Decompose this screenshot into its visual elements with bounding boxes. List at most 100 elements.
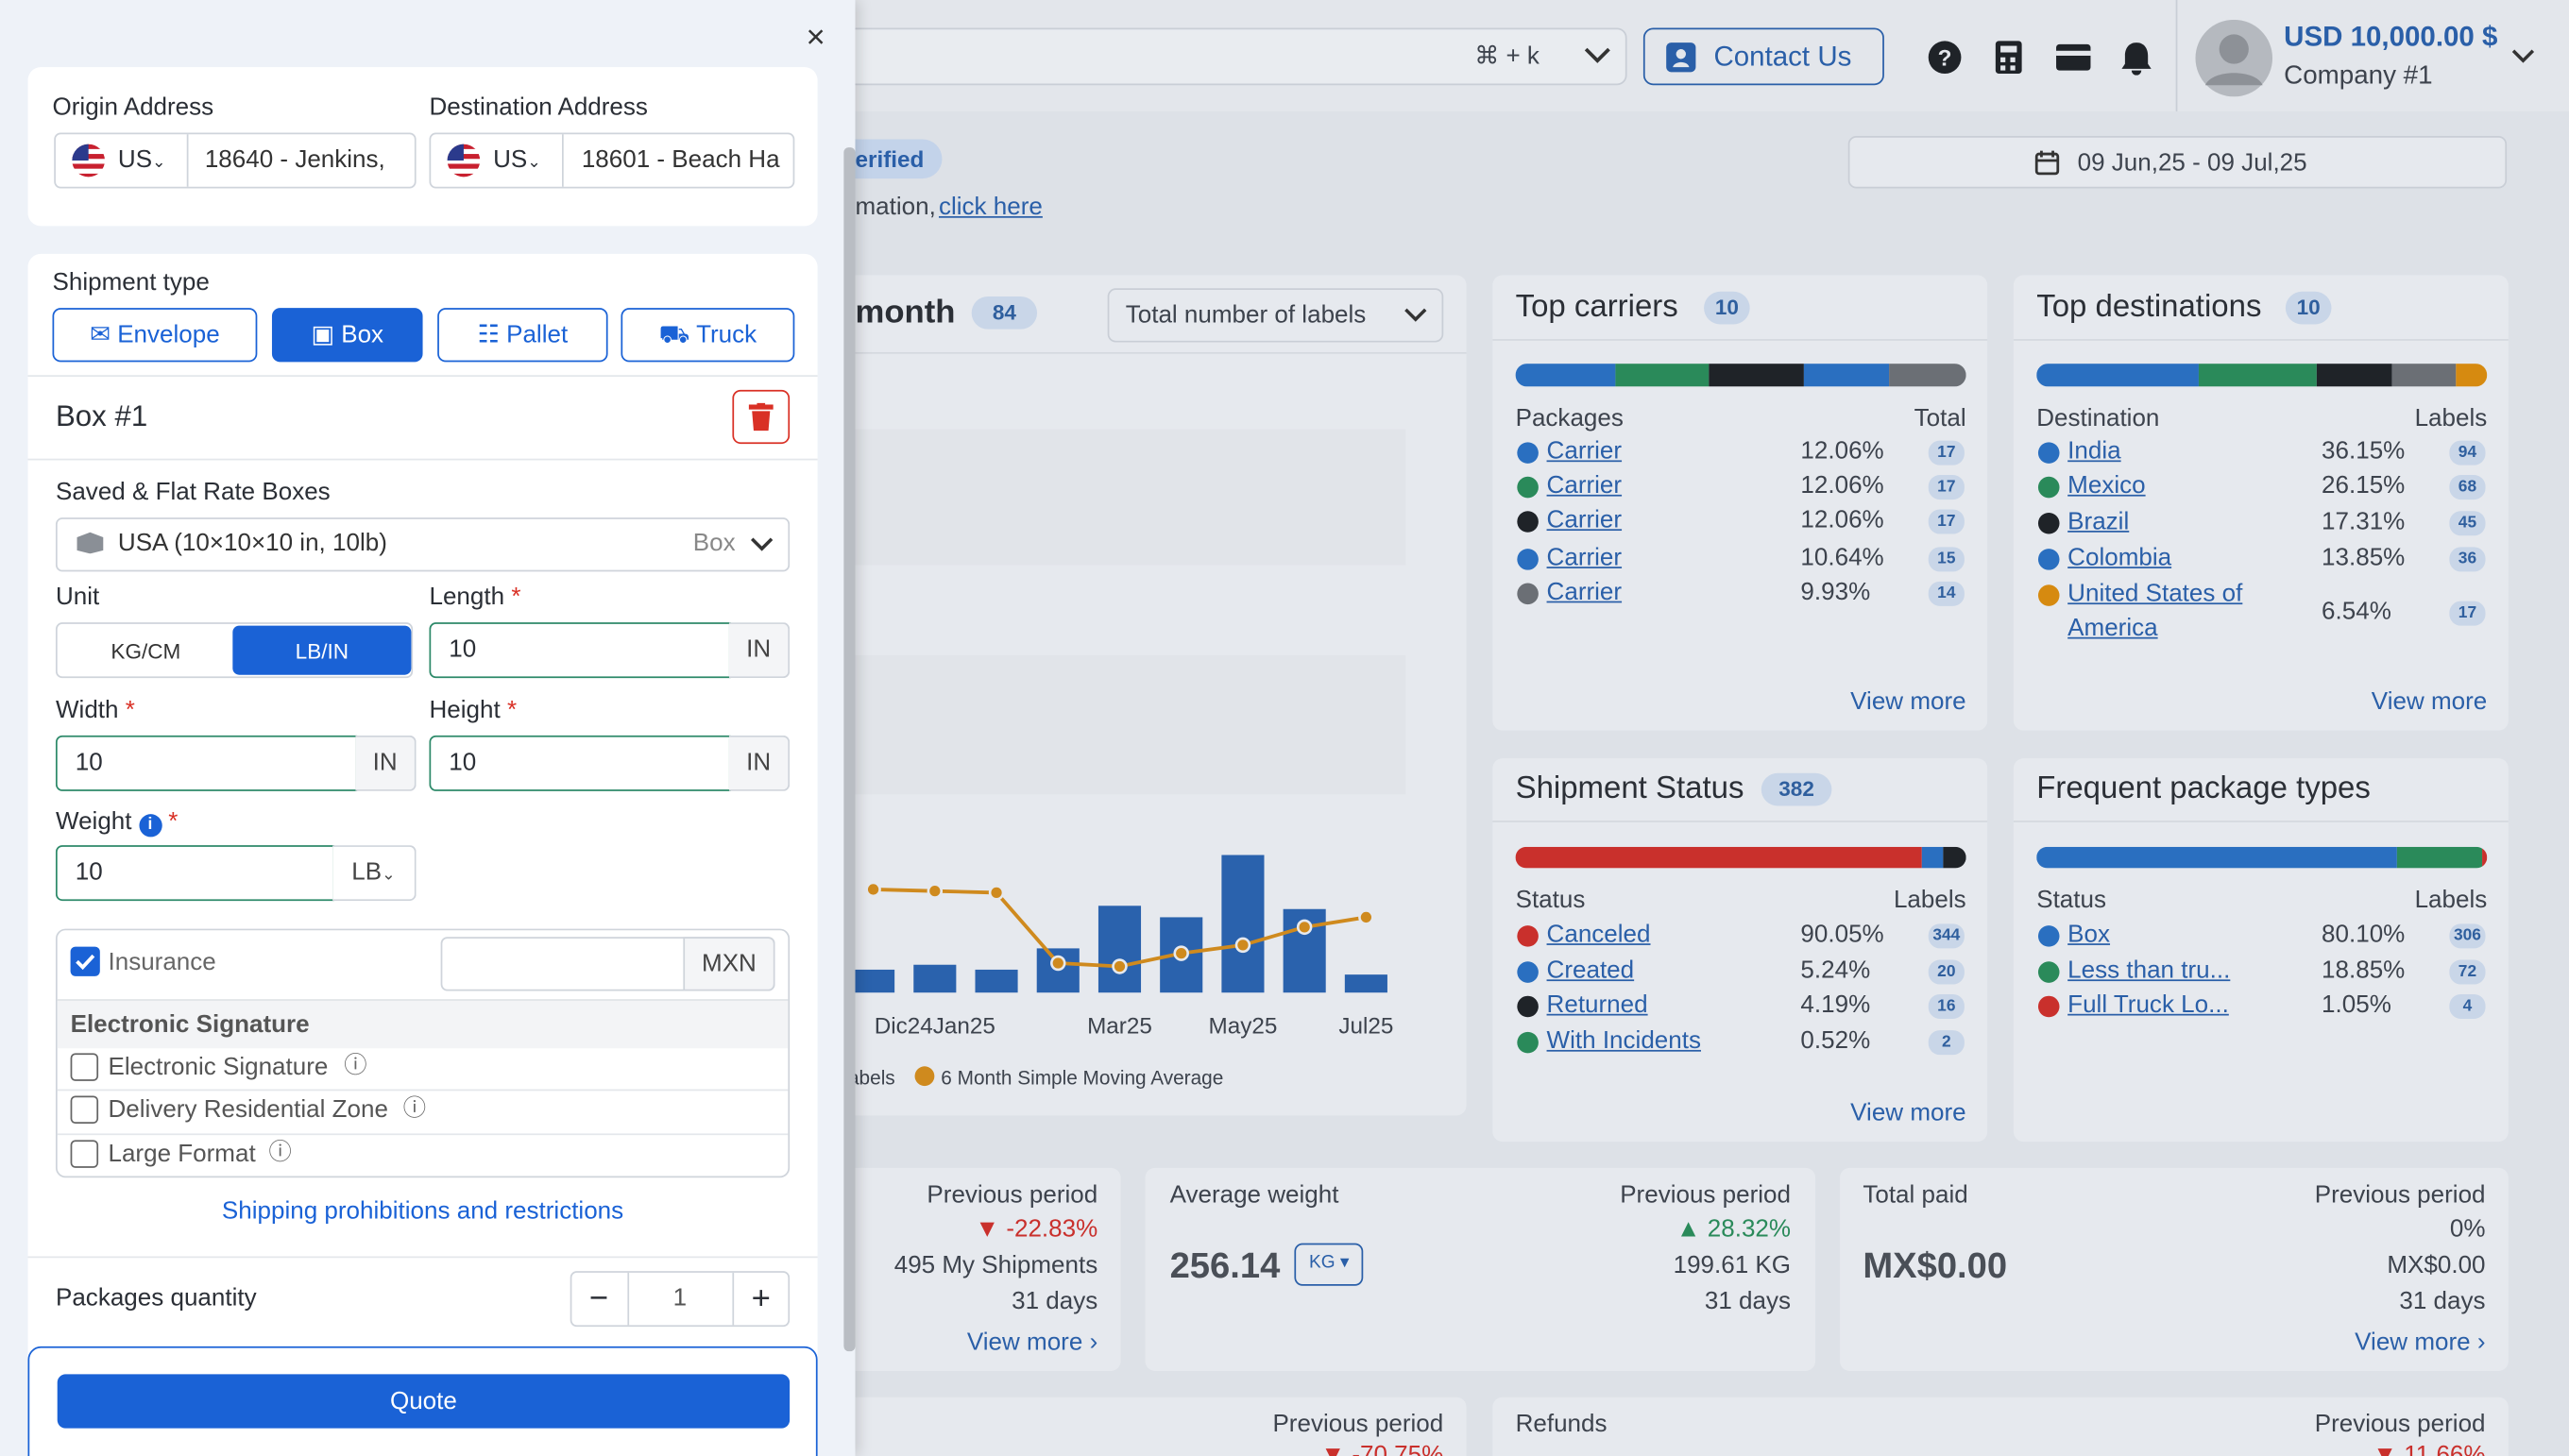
width-input[interactable] [55, 735, 358, 791]
length-input[interactable] [429, 622, 731, 679]
type-label[interactable]: Envelope [117, 321, 220, 349]
row-link[interactable]: Carrier [1546, 437, 1623, 466]
weight-value: 10 [75, 857, 103, 887]
view-more-label[interactable]: View more [966, 1328, 1083, 1357]
row-percent: 18.85% [2322, 957, 2406, 985]
decrement[interactable]: − [588, 1280, 609, 1317]
divider [627, 1272, 630, 1326]
saved-select[interactable] [55, 517, 791, 572]
metric-select[interactable] [1107, 288, 1444, 343]
view-more[interactable]: View more › [2355, 1328, 2486, 1357]
line-point [927, 883, 944, 899]
destination-input[interactable] [429, 132, 795, 189]
view-more[interactable]: View more [1850, 1098, 1966, 1127]
type-label[interactable]: Pallet [506, 321, 569, 349]
close-button[interactable]: × [806, 19, 825, 56]
view-more[interactable]: View more [2371, 687, 2488, 717]
row-link[interactable]: Returned [1546, 990, 1648, 1019]
legend-swatch [914, 1066, 935, 1087]
required-mark: * [511, 583, 521, 612]
quote-button[interactable] [57, 1374, 791, 1429]
view-more-label[interactable]: View more [2355, 1328, 2471, 1357]
row-percent: 9.93% [1800, 578, 1871, 606]
origin-input[interactable] [54, 132, 417, 189]
checkbox[interactable] [70, 1095, 99, 1125]
height-input[interactable] [429, 735, 731, 791]
delete-button[interactable] [732, 389, 791, 445]
destination-value: 18601 - Beach Ha [581, 147, 780, 173]
unit-option-active[interactable] [232, 625, 412, 675]
top-carriers-card [1492, 275, 1988, 731]
row-count: 4 [2449, 993, 2486, 1019]
increment[interactable]: + [751, 1280, 771, 1317]
type-pallet[interactable]: ☷ Pallet [437, 308, 608, 363]
change-value: 28.32% [1707, 1215, 1792, 1244]
change: ▲ 28.32% [1676, 1215, 1792, 1244]
row-link[interactable]: Box [2067, 920, 2111, 949]
type-box[interactable]: ▣ Box [271, 308, 423, 363]
option-label: Large Format [108, 1140, 256, 1168]
weight-input[interactable] [55, 845, 334, 902]
checkbox[interactable] [70, 1140, 99, 1168]
notice-link[interactable]: click here [938, 193, 1043, 222]
chevron [750, 537, 774, 551]
line-point [1173, 945, 1189, 961]
avatar[interactable] [2195, 19, 2273, 97]
card-count: 382 [1761, 772, 1832, 806]
country[interactable]: US⌄ [117, 145, 166, 174]
box-icon [77, 532, 104, 554]
unit-option[interactable]: LB/IN [295, 638, 349, 664]
row-link[interactable]: Full Truck Lo... [2067, 990, 2229, 1019]
unit-select[interactable]: KG ▾ [1294, 1243, 1364, 1286]
row-link[interactable]: With Incidents [1546, 1026, 1701, 1056]
country[interactable]: US⌄ [493, 145, 541, 174]
search-field[interactable] [839, 27, 1627, 86]
type-envelope[interactable]: ✉ Envelope [52, 308, 258, 363]
row-link[interactable]: Less than tru... [2067, 957, 2231, 985]
legend-dot [2037, 476, 2060, 499]
weight-unit[interactable]: LB⌄ [332, 845, 417, 902]
contact-button[interactable] [1642, 27, 1884, 86]
contact-label[interactable]: Contact Us [1713, 41, 1852, 73]
column-header: Status [1515, 886, 1586, 914]
stat-card [1840, 1167, 2509, 1371]
row-link[interactable]: India [2067, 437, 2121, 466]
row-link[interactable]: Brazil [2067, 507, 2130, 536]
change-value: -22.83% [1006, 1215, 1098, 1244]
row-link[interactable]: Carrier [1546, 578, 1623, 606]
legend-dot [2037, 549, 2060, 570]
legend-dot [2037, 584, 2060, 606]
quote-label[interactable]: Quote [389, 1387, 457, 1415]
unit-text: IN [372, 748, 398, 777]
row-link[interactable]: Carrier [1546, 471, 1623, 500]
legend-dot [1517, 511, 1539, 533]
view-more[interactable]: View more [1850, 687, 1966, 717]
checkbox-checked[interactable] [70, 946, 100, 976]
unit-option[interactable]: KG/CM [111, 638, 181, 664]
field-label: Destination Address [429, 93, 648, 122]
row-link[interactable]: Colombia [2067, 543, 2172, 572]
prohibitions-link[interactable]: Shipping prohibitions and restrictions [221, 1197, 624, 1226]
type-label[interactable]: Box [341, 321, 384, 349]
prev-value: 199.61 KG [1673, 1251, 1792, 1279]
row-link[interactable]: Mexico [2067, 471, 2146, 500]
date-picker[interactable] [1847, 135, 2508, 189]
row-link[interactable]: Carrier [1546, 543, 1623, 572]
unit-text: LB [351, 857, 383, 887]
field-label: Length * [429, 584, 520, 609]
scrollbar[interactable] [843, 147, 856, 1352]
top-destinations-card [2013, 275, 2509, 731]
row-link[interactable]: United States of America [2067, 580, 2243, 643]
view-more[interactable]: View more › [966, 1328, 1098, 1357]
type-label[interactable]: Truck [696, 321, 757, 349]
type-truck[interactable]: ⛟ Truck [621, 308, 795, 363]
chart-count: 84 [971, 296, 1038, 330]
info-icon: ⓘ [402, 1093, 427, 1121]
divider [2013, 339, 2509, 341]
row-link[interactable]: Created [1546, 957, 1635, 985]
row-link[interactable]: Carrier [1546, 506, 1623, 534]
change: ▼ 11.66% [2239, 1443, 2485, 1456]
checkbox[interactable] [70, 1053, 99, 1081]
row-link[interactable]: Canceled [1546, 920, 1651, 949]
legend-dot [1517, 995, 1539, 1018]
